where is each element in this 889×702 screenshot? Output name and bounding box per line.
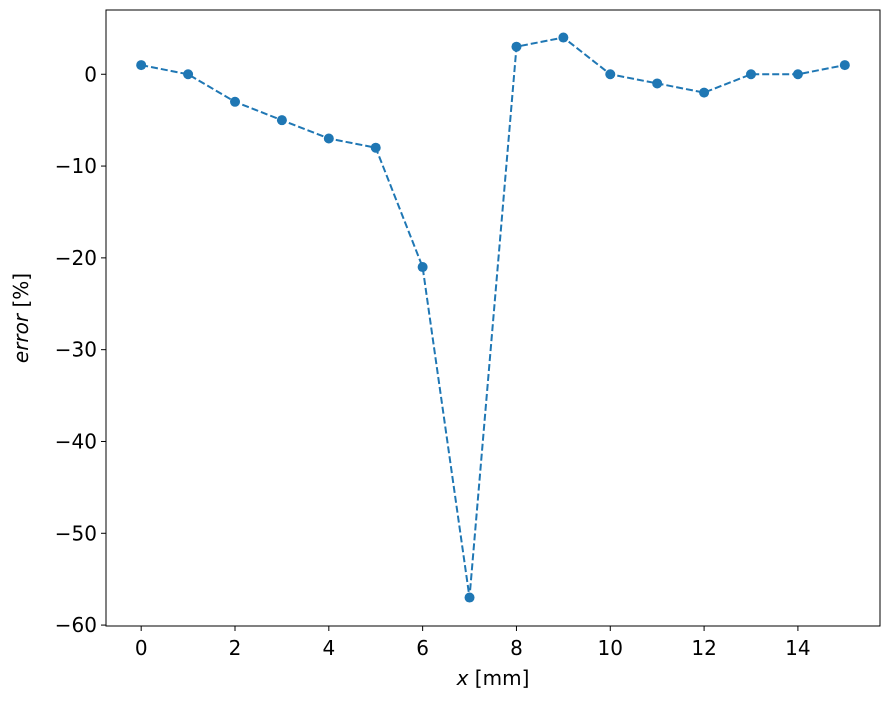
x-axis-label: x [mm] xyxy=(456,666,530,690)
y-axis-label: error [%] xyxy=(9,273,33,363)
data-point-marker xyxy=(652,78,663,89)
y-tick-label: 0 xyxy=(84,62,97,86)
data-point-marker xyxy=(417,262,428,273)
y-axis-ticks: 0 −10 −20 −30 −40 −50 −60 xyxy=(55,62,106,637)
y-tick-label: −30 xyxy=(55,338,97,362)
data-point-marker xyxy=(464,592,475,603)
data-point-marker xyxy=(370,142,381,153)
y-tick-label: −10 xyxy=(55,154,97,178)
data-point-marker xyxy=(558,32,569,43)
data-point-marker xyxy=(323,133,334,144)
y-tick-label: −50 xyxy=(55,521,97,545)
data-point-marker xyxy=(511,41,522,52)
data-point-marker xyxy=(276,115,287,126)
data-point-marker xyxy=(183,69,194,80)
series-line xyxy=(141,36,845,598)
x-tick-label: 6 xyxy=(416,636,429,660)
axes-frame xyxy=(105,9,881,627)
data-point-marker xyxy=(746,69,756,80)
data-point-marker xyxy=(230,96,240,107)
data-point-marker xyxy=(699,87,710,98)
y-tick-label: −40 xyxy=(55,429,97,453)
y-tick-label: −60 xyxy=(55,613,97,637)
data-point-marker xyxy=(605,69,616,80)
x-tick-label: 0 xyxy=(135,636,148,660)
x-tick-label: 12 xyxy=(691,636,716,660)
x-tick-label: 8 xyxy=(510,636,523,660)
data-point-marker xyxy=(136,60,147,71)
data-point-marker xyxy=(792,69,803,80)
x-tick-label: 2 xyxy=(229,636,242,660)
y-tick-label: −20 xyxy=(55,246,97,270)
x-tick-label: 10 xyxy=(598,636,623,660)
data-point-marker xyxy=(839,60,850,71)
x-tick-label: 4 xyxy=(322,636,335,660)
x-axis-ticks: 0 2 4 6 8 10 12 14 xyxy=(135,626,811,660)
x-tick-label: 14 xyxy=(785,636,810,660)
plot-area xyxy=(136,32,850,603)
